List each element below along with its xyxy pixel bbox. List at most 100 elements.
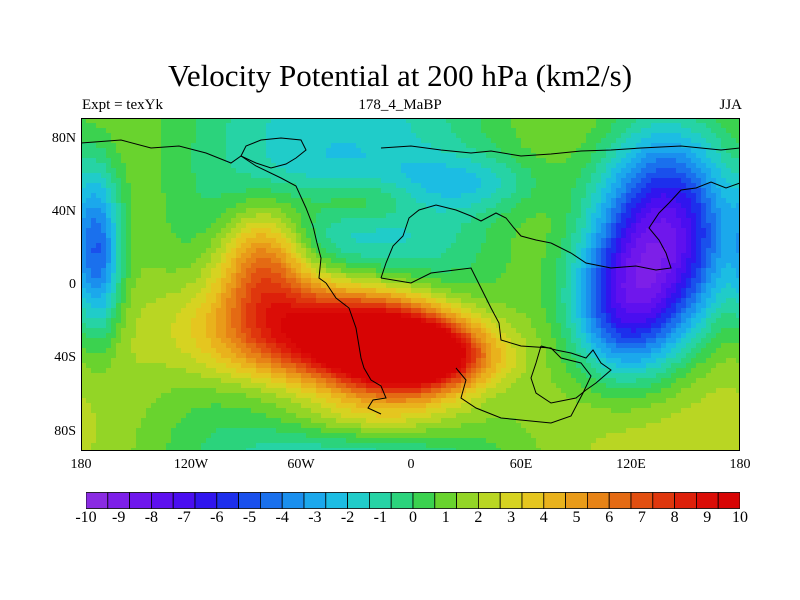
field-cell bbox=[386, 263, 392, 269]
field-cell bbox=[371, 218, 377, 224]
field-cell bbox=[596, 233, 602, 239]
field-cell bbox=[561, 183, 567, 189]
field-cell bbox=[101, 148, 107, 154]
field-cell bbox=[526, 178, 532, 184]
field-cell bbox=[621, 198, 627, 204]
field-cell bbox=[156, 118, 162, 124]
field-cell bbox=[686, 278, 692, 284]
field-cell bbox=[516, 268, 522, 274]
field-cell bbox=[636, 268, 642, 274]
field-cell bbox=[571, 138, 577, 144]
field-cell bbox=[386, 123, 392, 129]
field-cell bbox=[416, 248, 422, 254]
field-cell bbox=[401, 213, 407, 219]
field-cell bbox=[386, 238, 392, 244]
field-cell bbox=[631, 218, 637, 224]
field-cell bbox=[481, 298, 487, 304]
field-cell bbox=[256, 118, 262, 124]
field-cell bbox=[201, 158, 207, 164]
field-cell bbox=[416, 228, 422, 234]
field-cell bbox=[91, 188, 97, 194]
field-cell bbox=[676, 243, 682, 249]
field-cell bbox=[311, 283, 317, 289]
field-cell bbox=[561, 128, 567, 134]
field-cell bbox=[91, 123, 97, 129]
field-cell bbox=[466, 228, 472, 234]
field-cell bbox=[556, 218, 562, 224]
field-cell bbox=[106, 198, 112, 204]
field-cell bbox=[101, 268, 107, 274]
field-cell bbox=[301, 133, 307, 139]
field-cell bbox=[621, 158, 627, 164]
field-cell bbox=[246, 278, 252, 284]
field-cell bbox=[451, 303, 457, 309]
field-cell bbox=[331, 253, 337, 259]
field-cell bbox=[306, 243, 312, 249]
field-cell bbox=[461, 118, 467, 124]
field-cell bbox=[296, 163, 302, 169]
field-cell bbox=[251, 158, 257, 164]
field-cell bbox=[116, 193, 122, 199]
field-cell bbox=[506, 303, 512, 309]
field-cell bbox=[121, 198, 127, 204]
field-cell bbox=[566, 203, 572, 209]
field-cell bbox=[261, 203, 267, 209]
field-cell bbox=[566, 138, 572, 144]
field-cell bbox=[216, 223, 222, 229]
field-cell bbox=[486, 303, 492, 309]
field-cell bbox=[641, 208, 647, 214]
field-cell bbox=[496, 208, 502, 214]
field-cell bbox=[611, 153, 617, 159]
field-cell bbox=[331, 163, 337, 169]
field-cell bbox=[476, 283, 482, 289]
field-cell bbox=[216, 203, 222, 209]
field-cell bbox=[631, 148, 637, 154]
field-cell bbox=[606, 298, 612, 304]
field-cell bbox=[626, 218, 632, 224]
field-cell bbox=[501, 138, 507, 144]
field-cell bbox=[306, 253, 312, 259]
field-cell bbox=[341, 203, 347, 209]
field-cell bbox=[501, 188, 507, 194]
field-cell bbox=[656, 223, 662, 229]
field-cell bbox=[431, 303, 437, 309]
field-cell bbox=[726, 243, 732, 249]
field-cell bbox=[96, 188, 102, 194]
field-cell bbox=[451, 193, 457, 199]
field-cell bbox=[731, 233, 737, 239]
field-cell bbox=[296, 233, 302, 239]
field-cell bbox=[326, 173, 332, 179]
field-cell bbox=[351, 303, 357, 309]
field-cell bbox=[521, 243, 527, 249]
field-cell bbox=[91, 233, 97, 239]
field-cell bbox=[291, 193, 297, 199]
field-cell bbox=[171, 123, 177, 129]
field-cell bbox=[111, 258, 117, 264]
field-cell bbox=[611, 138, 617, 144]
field-cell bbox=[346, 143, 352, 149]
field-cell bbox=[631, 163, 637, 169]
field-cell bbox=[226, 128, 232, 134]
field-cell bbox=[551, 173, 557, 179]
field-cell bbox=[446, 238, 452, 244]
field-cell bbox=[426, 198, 432, 204]
field-cell bbox=[461, 258, 467, 264]
field-cell bbox=[501, 118, 507, 124]
field-cell bbox=[181, 273, 187, 279]
field-cell bbox=[651, 268, 657, 274]
field-cell bbox=[411, 233, 417, 239]
field-cell bbox=[536, 143, 542, 149]
field-cell bbox=[486, 168, 492, 174]
field-cell bbox=[336, 213, 342, 219]
field-cell bbox=[551, 278, 557, 284]
field-cell bbox=[161, 183, 167, 189]
field-cell bbox=[511, 283, 517, 289]
field-cell bbox=[316, 283, 322, 289]
field-cell bbox=[496, 193, 502, 199]
field-cell bbox=[396, 123, 402, 129]
field-cell bbox=[436, 253, 442, 259]
field-cell bbox=[381, 198, 387, 204]
field-cell bbox=[91, 193, 97, 199]
field-cell bbox=[231, 203, 237, 209]
field-cell bbox=[661, 203, 667, 209]
